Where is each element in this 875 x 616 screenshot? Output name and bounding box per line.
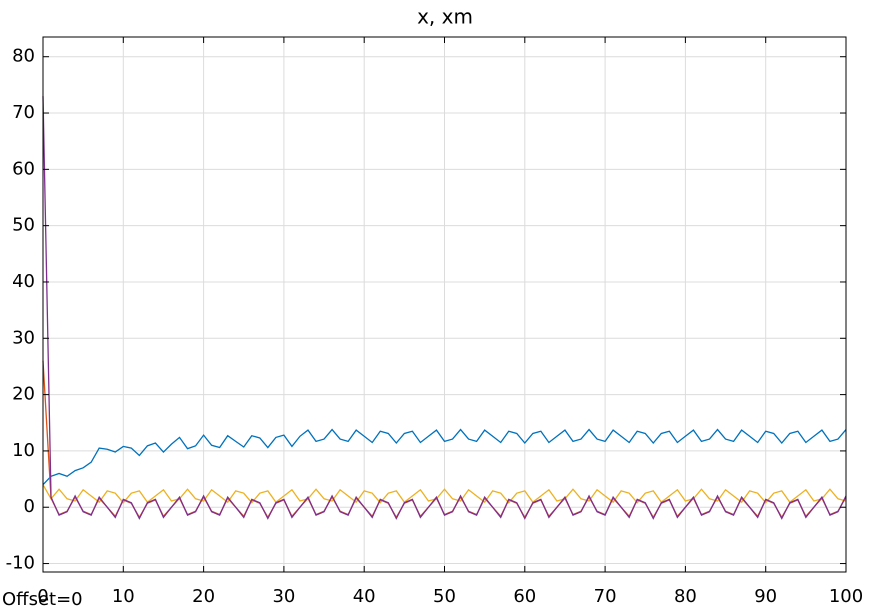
x-tick-label: 80 [674, 586, 697, 607]
y-tick-label: 20 [12, 384, 35, 405]
plot-lines [42, 96, 847, 520]
x-tick-label: 40 [353, 586, 376, 607]
x-tick-label: 30 [272, 586, 295, 607]
series-line [42, 428, 847, 486]
y-tick-label: 80 [12, 46, 35, 67]
y-tick-label: 10 [12, 440, 35, 461]
y-tick-label: 40 [12, 271, 35, 292]
x-tick-label: 0 [37, 586, 48, 607]
y-tick-label: 70 [12, 102, 35, 123]
x-tick-label: 50 [433, 586, 456, 607]
offset-annotation: Offset=0 [2, 589, 83, 610]
y-tick-label: 30 [12, 327, 35, 348]
y-tick-label: 60 [12, 158, 35, 179]
y-tick-label: -10 [6, 553, 35, 574]
y-tick-label: 0 [24, 496, 35, 517]
series-line [42, 96, 847, 520]
x-tick-label: 20 [192, 586, 215, 607]
x-tick-label: 70 [594, 586, 617, 607]
y-tick-label: 50 [12, 215, 35, 236]
x-tick-label: 100 [829, 586, 863, 607]
x-tick-label: 90 [754, 586, 777, 607]
chart-title: x, xm [417, 5, 473, 29]
x-tick-label: 10 [112, 586, 135, 607]
x-tick-label: 60 [513, 586, 536, 607]
